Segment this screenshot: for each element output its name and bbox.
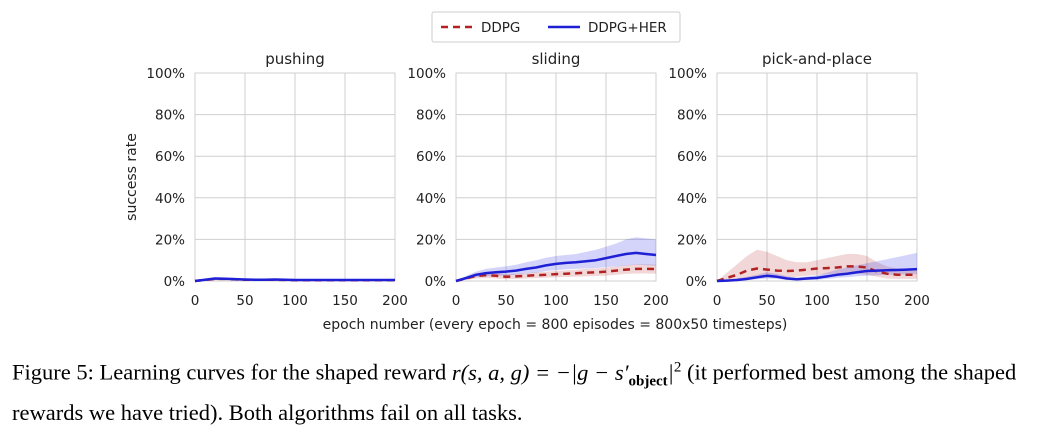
figure-caption: Figure 5: Learning curves for the shaped…: [12, 352, 1048, 428]
caption-formula-lhs: r(s, a, g) = −|g − s′: [451, 359, 629, 385]
pushing-line-ddpg-her: [194, 277, 395, 283]
sliding-x-tick-label: 50: [497, 293, 514, 309]
pushing-y-tick-label: 40%: [155, 191, 185, 207]
legend-label-ddpg: DDPG: [481, 20, 520, 36]
sliding-x-tick-label: 200: [643, 293, 669, 309]
pushing-y-tick-label: 80%: [155, 108, 185, 124]
caption-suffix: (it performed best among the shaped rewa…: [12, 359, 1017, 426]
pushing-x-tick-label: 200: [382, 293, 408, 309]
pick-and-place-x-tick-label: 100: [804, 293, 830, 309]
caption-prefix: Figure 5: Learning curves for the shaped…: [12, 359, 452, 385]
pick-and-place-band-ddpg-her: [717, 252, 917, 281]
caption-formula-close: |: [667, 359, 674, 385]
pick-and-place-band-ddpg: [717, 249, 917, 281]
pick-and-place-y-tick-label: 0%: [686, 274, 708, 290]
caption-formula-sub: object: [628, 373, 668, 389]
pick-and-place-y-tick-label: 20%: [677, 232, 707, 248]
pick-and-place-x-tick-label: 50: [758, 293, 775, 309]
pick-and-place-y-tick-label: 100%: [668, 66, 707, 82]
sliding-y-tick-label: 60%: [416, 149, 446, 165]
panel-sliding: 0 50 100 150 200 0% 20% 40% 60% 80% 100% sliding: [407, 50, 669, 309]
legend: DDPG DDPG+HER: [431, 11, 681, 43]
panel-pushing: 0 50 100 150 200 0% 20% 40% 60% 80% 100% pushing: [146, 50, 408, 309]
caption-formula-sup: 2: [673, 359, 682, 375]
pick-and-place-line-ddpg: [716, 265, 917, 283]
sliding-line-ddpg: [455, 267, 657, 283]
pushing-x-tick-label: 0: [191, 293, 200, 309]
panel-pick-and-place: 0 50 100 150 200 0% 20% 40% 60% 80% 100% pick-and-p…: [668, 50, 930, 309]
pick-and-place-line-ddpg-her: [716, 267, 918, 283]
sliding-panel-title: sliding: [532, 50, 581, 68]
pick-and-place-y-tick-label: 40%: [677, 191, 707, 207]
sliding-x-tick-label: 150: [593, 293, 619, 309]
pushing-y-tick-label: 60%: [155, 149, 185, 165]
pick-and-place-x-tick-label: 0: [713, 293, 722, 309]
pushing-x-tick-label: 150: [332, 293, 358, 309]
figure: DDPG DDPG+HER success rate 0 50 100 150 2000…: [124, 11, 930, 333]
sliding-x-tick-label: 0: [452, 293, 461, 309]
pick-and-place-x-tick-label: 200: [904, 293, 930, 309]
pick-and-place-y-tick-label: 60%: [677, 149, 707, 165]
pick-and-place-x-tick-label: 150: [854, 293, 880, 309]
x-axis-label: epoch number (every epoch = 800 episodes…: [323, 317, 788, 333]
sliding-x-tick-label: 100: [543, 293, 569, 309]
sliding-y-tick-label: 80%: [416, 108, 446, 124]
sliding-y-tick-label: 20%: [416, 232, 446, 248]
sliding-band-ddpg-her: [456, 237, 656, 281]
legend-label-ddpg-her: DDPG+HER: [588, 20, 667, 36]
pick-and-place-y-tick-label: 80%: [677, 108, 707, 124]
pushing-y-tick-label: 0%: [164, 274, 186, 290]
caption-formula: r(s, a, g) = −|g − s′object|2: [451, 359, 682, 389]
pushing-x-tick-label: 50: [236, 293, 253, 309]
pushing-y-tick-label: 100%: [146, 66, 185, 82]
pushing-y-tick-label: 20%: [155, 232, 185, 248]
sliding-line-ddpg-her: [455, 251, 657, 283]
sliding-y-tick-label: 40%: [416, 191, 446, 207]
pushing-x-tick-label: 100: [282, 293, 308, 309]
sliding-y-tick-label: 0%: [425, 274, 447, 290]
pick-and-place-panel-title: pick-and-place: [762, 50, 872, 68]
pushing-panel-title: pushing: [265, 50, 325, 68]
sliding-y-tick-label: 100%: [407, 66, 446, 82]
y-axis-label: success rate: [124, 133, 140, 221]
